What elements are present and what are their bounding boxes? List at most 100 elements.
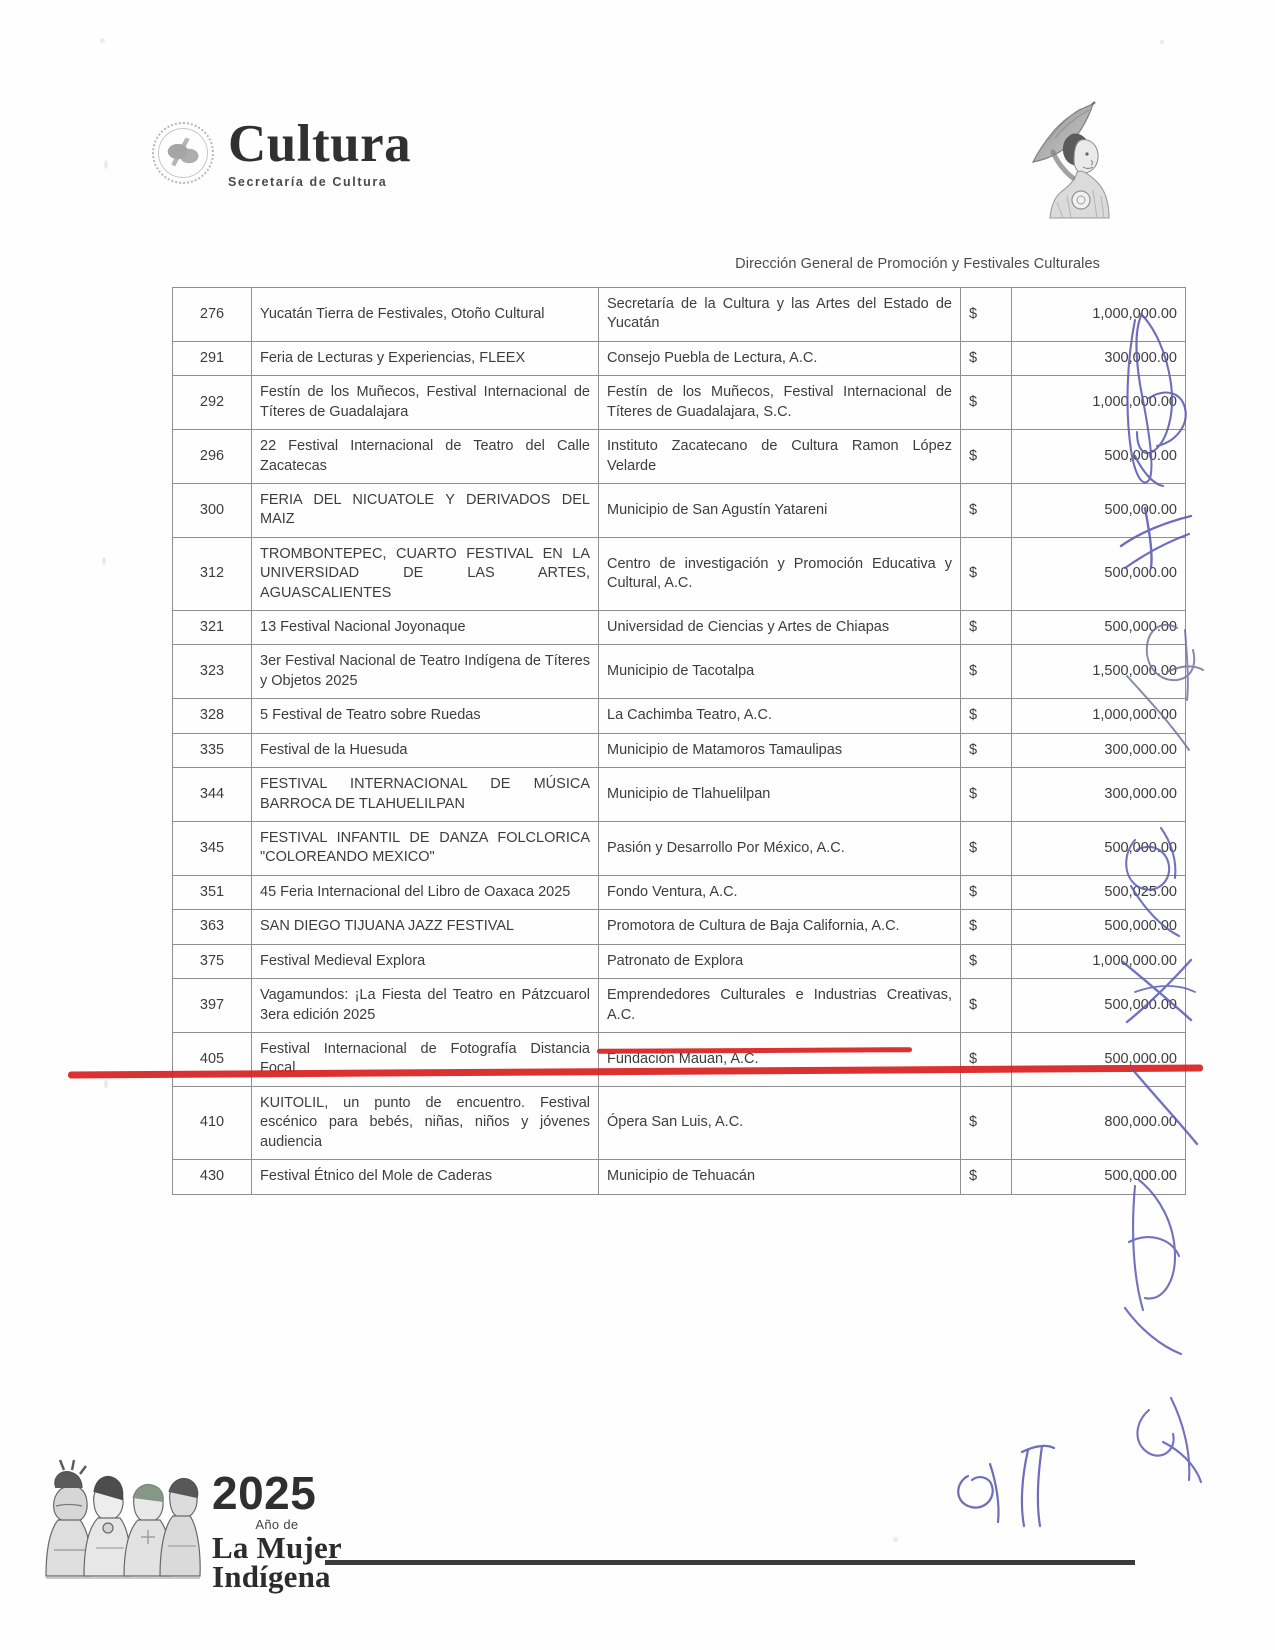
row-organization: Emprendedores Culturales e Industrias Cr… bbox=[598, 978, 961, 1033]
row-organization: Pasión y Desarrollo Por México, A.C. bbox=[598, 821, 961, 876]
year-label: 2025 bbox=[212, 1467, 317, 1520]
brand-subtitle: Secretaría de Cultura bbox=[228, 175, 388, 189]
row-id: 292 bbox=[172, 375, 252, 431]
row-amount: 500,025.00 bbox=[1011, 874, 1186, 911]
row-currency: $ bbox=[960, 1085, 1012, 1161]
row-festival-name: 45 Feria Internacional del Libro de Oaxa… bbox=[251, 874, 599, 911]
brand-wordmark: Cultura Secretaría de Cultura bbox=[228, 118, 411, 189]
department-line: Dirección General de Promoción y Festiva… bbox=[735, 256, 1100, 272]
row-organization: Promotora de Cultura de Baja California,… bbox=[598, 909, 961, 945]
scan-speck bbox=[1160, 40, 1164, 44]
row-id: 410 bbox=[172, 1085, 252, 1161]
row-id: 335 bbox=[172, 732, 252, 769]
row-id: 328 bbox=[172, 698, 252, 734]
row-currency: $ bbox=[960, 978, 1012, 1033]
row-id: 300 bbox=[172, 482, 252, 538]
indigenous-women-illustration-icon bbox=[45, 1459, 201, 1579]
row-id: 344 bbox=[172, 767, 252, 823]
table-row: 323 3er Festival Nacional de Teatro Indí… bbox=[172, 644, 1186, 700]
row-festival-name: 22 Festival Internacional de Teatro del … bbox=[251, 429, 599, 484]
row-id: 430 bbox=[172, 1159, 252, 1195]
row-organization: Fondo Ventura, A.C. bbox=[598, 874, 961, 911]
row-id: 312 bbox=[172, 536, 252, 612]
row-currency: $ bbox=[960, 287, 1012, 342]
row-amount: 300,000.00 bbox=[1011, 732, 1186, 769]
table-row: 430 Festival Étnico del Mole de Caderas … bbox=[172, 1159, 1186, 1195]
row-festival-name: Vagamundos: ¡La Fiesta del Teatro en Pát… bbox=[251, 978, 599, 1033]
row-amount: 500,000.00 bbox=[1011, 1159, 1186, 1195]
row-id: 405 bbox=[172, 1031, 252, 1087]
woman-with-flag-engraving-icon bbox=[1031, 101, 1110, 219]
year-text-block: 2025 Año de La Mujer Indígena bbox=[212, 1470, 342, 1598]
row-festival-name: TROMBONTEPEC, CUARTO FESTIVAL EN LA UNIV… bbox=[251, 536, 599, 612]
row-organization: Fundación Mauan, A.C. bbox=[598, 1031, 961, 1087]
row-organization: Municipio de San Agustín Yatareni bbox=[598, 482, 961, 538]
row-currency: $ bbox=[960, 610, 1012, 646]
row-currency: $ bbox=[960, 482, 1012, 538]
table-row: 292 Festín de los Muñecos, Festival Inte… bbox=[172, 375, 1186, 431]
row-organization: Municipio de Tacotalpa bbox=[598, 644, 961, 700]
row-organization: Municipio de Tlahuelilpan bbox=[598, 767, 961, 823]
row-organization: Festín de los Muñecos, Festival Internac… bbox=[598, 375, 961, 431]
row-currency: $ bbox=[960, 1031, 1012, 1087]
row-organization: Universidad de Ciencias y Artes de Chiap… bbox=[598, 610, 961, 646]
table-row: 351 45 Feria Internacional del Libro de … bbox=[172, 874, 1186, 911]
row-id: 276 bbox=[172, 287, 252, 342]
row-festival-name: SAN DIEGO TIJUANA JAZZ FESTIVAL bbox=[251, 909, 599, 945]
row-organization: Municipio de Matamoros Tamaulipas bbox=[598, 732, 961, 769]
row-festival-name: 3er Festival Nacional de Teatro Indígena… bbox=[251, 644, 599, 700]
row-festival-name: Festival Étnico del Mole de Caderas bbox=[251, 1159, 599, 1195]
table-row: 296 22 Festival Internacional de Teatro … bbox=[172, 429, 1186, 484]
campaign-line-1: La Mujer bbox=[212, 1530, 342, 1566]
row-organization: Ópera San Luis, A.C. bbox=[598, 1085, 961, 1161]
row-id: 375 bbox=[172, 943, 252, 980]
row-festival-name: FESTIVAL INTERNACIONAL DE MÚSICA BARROCA… bbox=[251, 767, 599, 823]
document-header: Cultura Secretaría de Cultura bbox=[0, 0, 1275, 272]
row-currency: $ bbox=[960, 429, 1012, 484]
row-organization: Consejo Puebla de Lectura, A.C. bbox=[598, 340, 961, 377]
row-currency: $ bbox=[960, 767, 1012, 823]
row-amount: 500,000.00 bbox=[1011, 978, 1186, 1033]
campaign-line-2: Indígena bbox=[212, 1559, 331, 1595]
row-currency: $ bbox=[960, 644, 1012, 700]
row-festival-name: Yucatán Tierra de Festivales, Otoño Cult… bbox=[251, 287, 599, 342]
table-row: 344 FESTIVAL INTERNACIONAL DE MÚSICA BAR… bbox=[172, 767, 1186, 823]
scan-speck bbox=[893, 1537, 898, 1542]
scan-speck bbox=[104, 1080, 108, 1088]
row-currency: $ bbox=[960, 1159, 1012, 1195]
table-row: 312 TROMBONTEPEC, CUARTO FESTIVAL EN LA … bbox=[172, 536, 1186, 612]
row-festival-name: Festín de los Muñecos, Festival Internac… bbox=[251, 375, 599, 431]
table-row: 321 13 Festival Nacional Joyonaque Unive… bbox=[172, 610, 1186, 646]
row-amount: 1,000,000.00 bbox=[1011, 287, 1186, 342]
table-row: 328 5 Festival de Teatro sobre Ruedas La… bbox=[172, 698, 1186, 734]
table-row: 397 Vagamundos: ¡La Fiesta del Teatro en… bbox=[172, 978, 1186, 1033]
row-currency: $ bbox=[960, 698, 1012, 734]
row-amount: 500,000.00 bbox=[1011, 610, 1186, 646]
row-organization: Secretaría de la Cultura y las Artes del… bbox=[598, 287, 961, 342]
brand-title: Cultura bbox=[228, 115, 412, 173]
table-row: 375 Festival Medieval Explora Patronato … bbox=[172, 943, 1186, 980]
row-currency: $ bbox=[960, 874, 1012, 911]
row-festival-name: KUITOLIL, un punto de encuentro. Festiva… bbox=[251, 1085, 599, 1161]
row-id: 296 bbox=[172, 429, 252, 484]
grants-table-body: 276 Yucatán Tierra de Festivales, Otoño … bbox=[172, 287, 1186, 1195]
row-currency: $ bbox=[960, 375, 1012, 431]
row-currency: $ bbox=[960, 821, 1012, 876]
row-amount: 800,000.00 bbox=[1011, 1085, 1186, 1161]
row-amount: 1,000,000.00 bbox=[1011, 943, 1186, 980]
row-id: 351 bbox=[172, 874, 252, 911]
row-amount: 500,000.00 bbox=[1011, 821, 1186, 876]
row-amount: 500,000.00 bbox=[1011, 429, 1186, 484]
scan-speck bbox=[104, 160, 108, 169]
table-row: 300 FERIA DEL NICUATOLE Y DERIVADOS DEL … bbox=[172, 482, 1186, 538]
row-id: 323 bbox=[172, 644, 252, 700]
row-amount: 1,500,000.00 bbox=[1011, 644, 1186, 700]
scan-speck bbox=[102, 557, 106, 565]
row-organization: La Cachimba Teatro, A.C. bbox=[598, 698, 961, 734]
row-festival-name: Feria de Lecturas y Experiencias, FLEEX bbox=[251, 340, 599, 377]
footer-divider bbox=[325, 1560, 1135, 1565]
row-organization: Municipio de Tehuacán bbox=[598, 1159, 961, 1195]
scan-speck bbox=[100, 38, 105, 43]
row-organization: Patronato de Explora bbox=[598, 943, 961, 980]
